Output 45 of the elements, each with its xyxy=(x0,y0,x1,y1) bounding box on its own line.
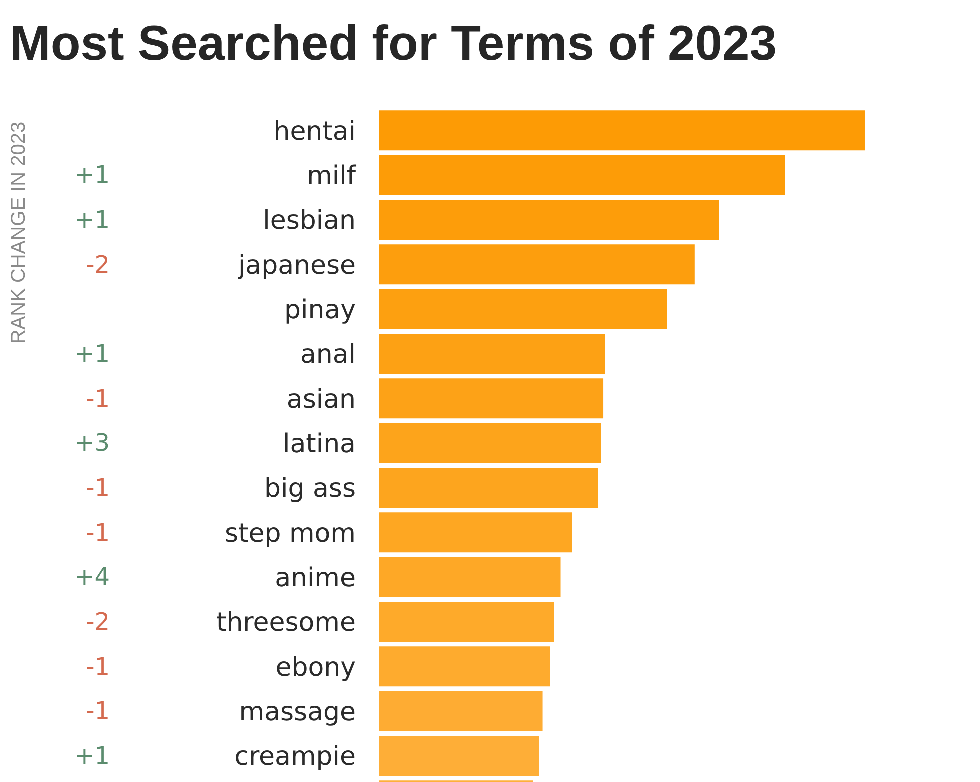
chart-title: Most Searched for Terms of 2023 xyxy=(10,17,778,71)
bar xyxy=(379,646,550,687)
text: +1 xyxy=(74,340,110,368)
text: -1 xyxy=(86,384,110,413)
text: -1 xyxy=(86,652,110,681)
bar xyxy=(379,602,554,642)
y-tick-label: lesbian xyxy=(263,206,356,236)
bar xyxy=(379,155,786,196)
bar xyxy=(379,244,695,285)
y-tick-label: ebony xyxy=(276,652,356,683)
text: -1 xyxy=(86,697,110,726)
bar xyxy=(379,736,540,776)
bar xyxy=(379,289,668,330)
y-tick-label: japanese xyxy=(237,250,356,281)
text: -2 xyxy=(86,250,110,279)
text: -1 xyxy=(86,518,110,547)
text: +4 xyxy=(74,563,110,592)
bar xyxy=(379,423,602,464)
bar xyxy=(379,200,720,240)
y-tick-label: massage xyxy=(239,698,356,728)
y-tick-label: big ass xyxy=(264,474,356,504)
text: +1 xyxy=(74,742,110,770)
text: +1 xyxy=(74,206,110,234)
y-tick-label: asian xyxy=(286,384,356,415)
bar xyxy=(379,512,572,553)
bar xyxy=(379,468,598,508)
bar xyxy=(379,557,561,598)
y-tick-label: threesome xyxy=(216,608,356,638)
y-tick-label: step mom xyxy=(225,518,356,549)
y-tick-label: anal xyxy=(300,340,356,370)
y-tick-label: hentai xyxy=(274,116,356,147)
text: -2 xyxy=(86,608,110,636)
y-tick-label: pinay xyxy=(284,296,356,326)
y-tick-label: creampie xyxy=(234,742,356,772)
y-tick-label: latina xyxy=(283,430,356,460)
text: +1 xyxy=(74,161,110,190)
text: -1 xyxy=(86,474,110,502)
bar xyxy=(379,691,543,732)
y-tick-label: anime xyxy=(275,564,356,594)
y-tick-label: milf xyxy=(307,162,357,192)
text: RANK CHANGE IN 2023 xyxy=(8,122,30,344)
text: +3 xyxy=(74,429,110,458)
bar xyxy=(379,378,604,419)
bar xyxy=(379,334,606,374)
bar xyxy=(379,110,865,151)
